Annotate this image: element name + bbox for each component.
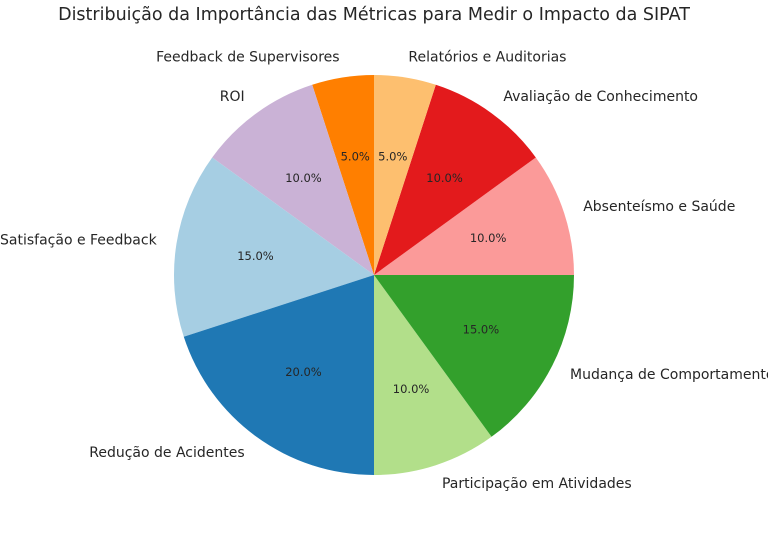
category-label-roi: ROI xyxy=(220,89,245,105)
pct-label-feedback-de-supervisores: 5.0% xyxy=(341,149,370,163)
pie-slice-satisfacao-e-feedback xyxy=(173,157,374,337)
pct-label-avaliacao-de-conhecimento: 10.0% xyxy=(426,171,463,185)
category-label-participacao-em-atividades: Participação em Atividades xyxy=(442,476,632,492)
category-label-relatorios-e-auditorias: Relatórios e Auditorias xyxy=(408,50,566,66)
pie-slice-participacao-em-atividades xyxy=(374,275,492,475)
pct-label-reducao-de-acidentes: 20.0% xyxy=(285,365,322,379)
pie-slice-avaliacao-de-conhecimento xyxy=(374,84,536,275)
category-label-avaliacao-de-conhecimento: Avaliação de Conhecimento xyxy=(503,89,698,105)
percentage-labels: 5.0% 10.0% 15.0% 20.0% 10.0% 15.0% 10.0% 10.0% 5… xyxy=(237,149,506,396)
pie-slice-absenteismo-e-saude xyxy=(374,157,574,275)
category-label-absenteismo-e-saude: Absenteísmo e Saúde xyxy=(583,199,735,215)
category-labels: Feedback de Supervisores ROI Satisfação e … xyxy=(0,50,768,493)
pie-slice-roi xyxy=(212,84,374,275)
category-label-feedback-de-supervisores: Feedback de Supervisores xyxy=(156,50,339,66)
pct-label-participacao-em-atividades: 10.0% xyxy=(393,382,430,396)
category-label-reducao-de-acidentes: Redução de Acidentes xyxy=(89,445,244,461)
category-label-mudanca-de-comportamento: Mudança de Comportamento xyxy=(570,367,768,383)
pct-label-satisfacao-e-feedback: 15.0% xyxy=(237,249,274,263)
pie-slice-feedback-de-supervisores xyxy=(312,75,374,275)
pct-label-roi: 10.0% xyxy=(285,171,322,185)
pie-slice-reducao-de-acidentes xyxy=(183,275,374,475)
category-label-satisfacao-e-feedback: Satisfação e Feedback xyxy=(0,233,158,249)
pct-label-mudanca-de-comportamento: 15.0% xyxy=(463,322,500,336)
pie-slice-mudanca-de-comportamento xyxy=(374,275,574,437)
pct-label-relatorios-e-auditorias: 5.0% xyxy=(378,149,407,163)
pct-label-absenteismo-e-saude: 10.0% xyxy=(470,231,507,245)
pie-slices xyxy=(173,75,574,475)
chart-title: Distribuição da Importância das Métricas… xyxy=(58,5,690,25)
pie-slice-relatorios-e-auditorias xyxy=(374,75,436,275)
